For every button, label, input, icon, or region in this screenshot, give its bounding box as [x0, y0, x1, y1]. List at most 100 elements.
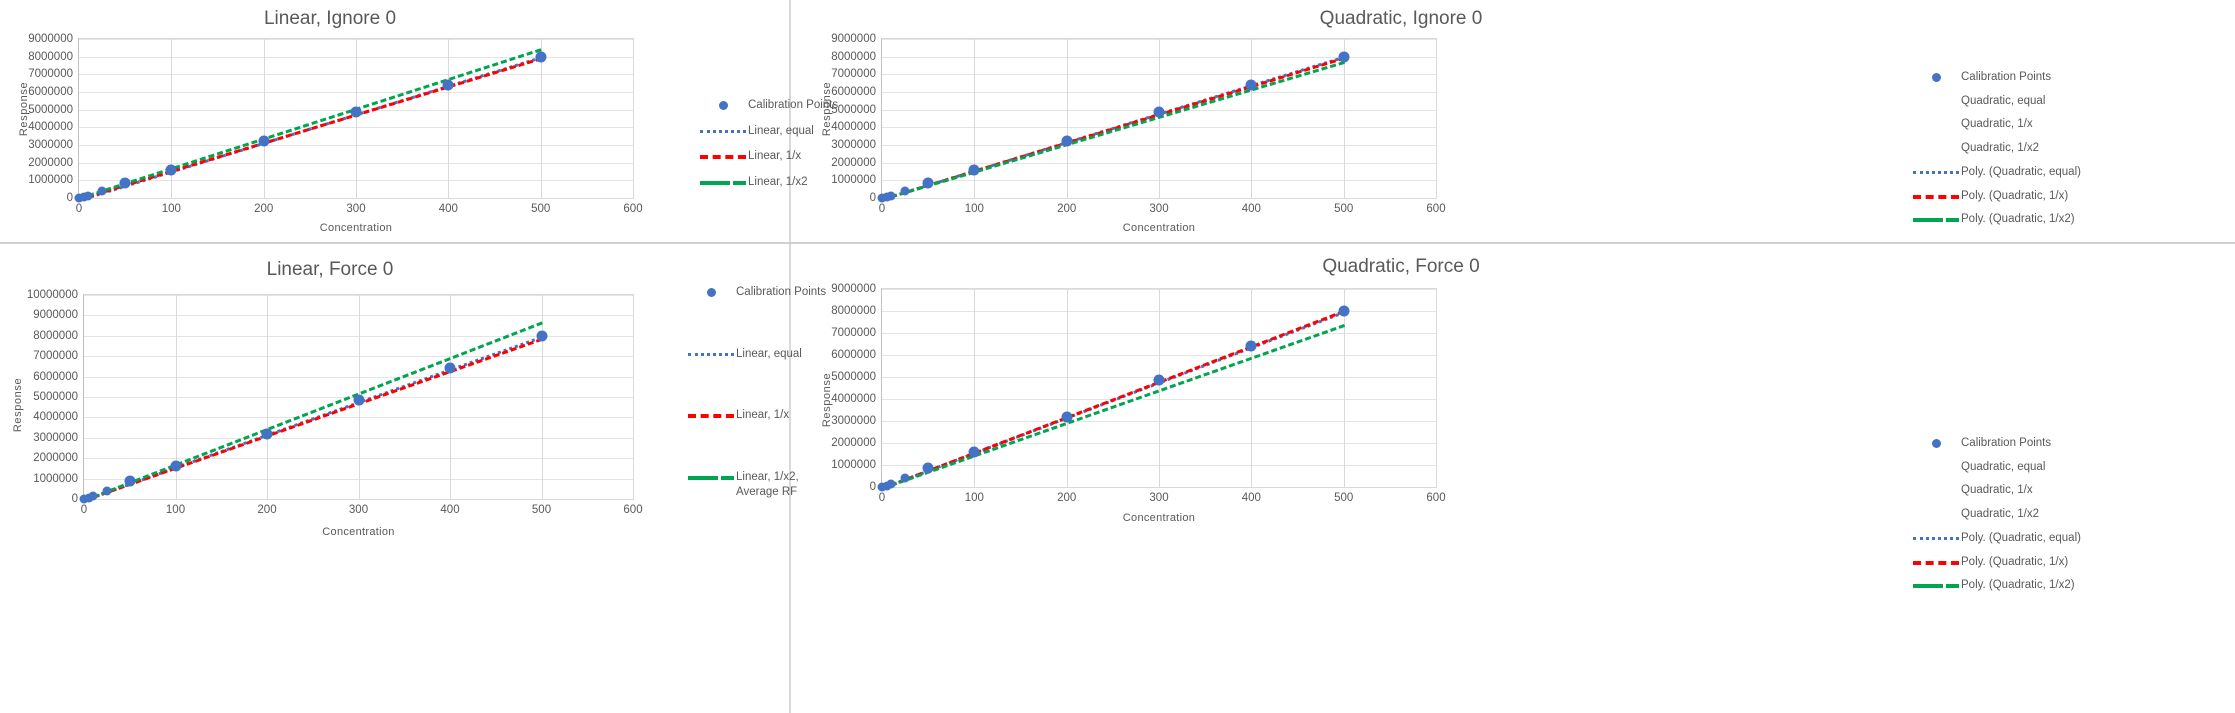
calibration-point	[79, 494, 89, 504]
calibration-point	[353, 394, 364, 406]
x-axis-label: Concentration	[1122, 512, 1196, 524]
y-axis-tick: 3000000	[33, 431, 78, 444]
gridline-vertical	[1066, 289, 1068, 487]
legend-item[interactable]: Linear, equal	[688, 347, 826, 362]
calibration-point	[97, 186, 107, 196]
calibration-point	[261, 428, 273, 440]
calibration-point	[165, 164, 177, 176]
legend-blank-icon	[1913, 94, 1961, 108]
y-axis-tick: 0	[66, 192, 73, 204]
legend-item[interactable]: Poly. (Quadratic, equal)	[1913, 531, 2081, 546]
trendline	[79, 48, 542, 201]
x-axis-tick: 100	[964, 203, 984, 215]
legend-item-label: Calibration Points	[748, 99, 839, 111]
x-axis-tick: 0	[878, 203, 886, 215]
legend-marker-icon	[1913, 436, 1961, 450]
y-axis-tick: 9000000	[33, 309, 78, 322]
gridline-vertical	[1159, 289, 1160, 487]
legend-blank-icon	[1913, 460, 1961, 474]
x-axis-tick: 600	[623, 504, 643, 516]
calibration-point	[1153, 106, 1165, 118]
y-axis-tick: 8000000	[28, 50, 73, 63]
legend-item[interactable]: Linear, equal	[700, 124, 838, 139]
y-axis-tick: 4000000	[831, 121, 876, 134]
x-axis-label: Concentration	[1122, 222, 1196, 234]
y-axis-tick: 8000000	[33, 329, 78, 342]
legend-item[interactable]: Poly. (Quadratic, 1/x)	[1913, 555, 2081, 570]
legend-dashred-icon	[1913, 555, 1961, 569]
legend-dashred-icon	[700, 149, 748, 163]
calibration-point	[258, 135, 270, 147]
gridline-vertical	[1251, 289, 1253, 487]
calibration-point	[886, 191, 896, 201]
y-axis-tick: 2000000	[831, 437, 876, 449]
legend-dashdotgreen-icon	[688, 470, 736, 484]
legend-dashred-icon	[1913, 189, 1961, 203]
legend-item[interactable]: Quadratic, 1/x	[1913, 117, 2081, 132]
legend-dotline-icon	[1913, 165, 1961, 179]
chart-title: Quadratic, Force 0	[1322, 256, 1480, 277]
legend-item[interactable]: Poly. (Quadratic, 1/x2)	[1913, 212, 2081, 227]
x-axis-tick: 500	[1334, 203, 1354, 215]
y-axis-tick: 9000000	[831, 33, 876, 45]
legend-item-label: Calibration Points	[1961, 71, 2052, 83]
calibration-point	[1245, 340, 1257, 352]
legend-blank-icon	[1913, 483, 1961, 497]
calibration-point	[922, 177, 934, 189]
legend-item[interactable]: Poly. (Quadratic, equal)	[1913, 165, 2081, 180]
legend-item[interactable]: Quadratic, 1/x2	[1913, 141, 2081, 156]
legend-item[interactable]: Calibration Points	[1913, 70, 2081, 85]
legend-blank-icon	[1913, 507, 1961, 521]
legend-blank-icon	[1913, 141, 1961, 155]
legend-item[interactable]: Calibration Points	[1913, 436, 2081, 451]
legend-item[interactable]: Linear, 1/x2	[700, 175, 838, 190]
calibration-point	[968, 446, 980, 458]
legend-item-label: Linear, 1/x	[736, 409, 790, 422]
calibration-point	[119, 177, 131, 189]
gridline-vertical	[1066, 39, 1068, 198]
x-axis-tick: 600	[623, 203, 643, 215]
y-axis-tick: 5000000	[33, 391, 78, 403]
legend-item[interactable]: Poly. (Quadratic, 1/x)	[1913, 189, 2081, 204]
plot-area: 0 1000000 2000000 3000000 4000000 5000000 6000…	[28, 33, 642, 215]
y-axis-tick: 2000000	[33, 452, 78, 465]
legend-item[interactable]: Quadratic, 1/x	[1913, 483, 2081, 498]
x-axis-tick: 400	[440, 504, 460, 516]
legend-item[interactable]: Calibration Points	[688, 285, 826, 300]
calibration-point	[102, 486, 112, 496]
y-axis-tick: 4000000	[33, 411, 78, 424]
calibration-point	[79, 192, 89, 202]
calibration-point	[877, 193, 887, 203]
x-axis-tick: 100	[161, 203, 181, 215]
y-axis-tick: 9000000	[28, 33, 73, 45]
legend-item[interactable]: Linear, 1/x2, Average RF	[688, 470, 826, 499]
legend-item-label: Poly. (Quadratic, 1/x2)	[1961, 213, 2075, 226]
legend-item[interactable]: Calibration Points	[700, 98, 838, 113]
chart-legend: Calibration Points Quadratic, equal Quadra…	[1913, 70, 2081, 236]
legend-item[interactable]: Linear, 1/x	[700, 149, 838, 164]
x-axis-tick: 0	[80, 504, 88, 516]
legend-item-label: Quadratic, 1/x2	[1961, 508, 2039, 521]
y-axis-tick: 1000000	[831, 174, 876, 187]
legend-item[interactable]: Quadratic, equal	[1913, 94, 2081, 109]
gridline-vertical	[1343, 289, 1345, 487]
legend-item[interactable]: Linear, 1/x	[688, 408, 826, 423]
y-axis-tick: 6000000	[28, 86, 73, 98]
legend-item[interactable]: Quadratic, 1/x2	[1913, 507, 2081, 522]
legend-item-label: Calibration Points	[736, 286, 827, 298]
legend-item-label: Linear, 1/x2	[748, 176, 808, 189]
trendline	[882, 61, 1345, 201]
calibration-point	[1153, 374, 1165, 386]
legend-item[interactable]: Quadratic, equal	[1913, 460, 2081, 475]
gridline-vertical	[974, 39, 976, 198]
x-axis-tick: 300	[346, 203, 366, 215]
x-axis-tick: 200	[1057, 492, 1077, 504]
y-axis-tick: 0	[869, 192, 876, 204]
legend-item-label: Quadratic, equal	[1961, 94, 2046, 107]
legend-item[interactable]: Poly. (Quadratic, 1/x2)	[1913, 578, 2081, 593]
calibration-point	[900, 186, 910, 196]
x-axis-tick: 400	[1241, 203, 1261, 215]
calibration-point	[882, 192, 892, 202]
calibration-point	[1338, 51, 1350, 63]
